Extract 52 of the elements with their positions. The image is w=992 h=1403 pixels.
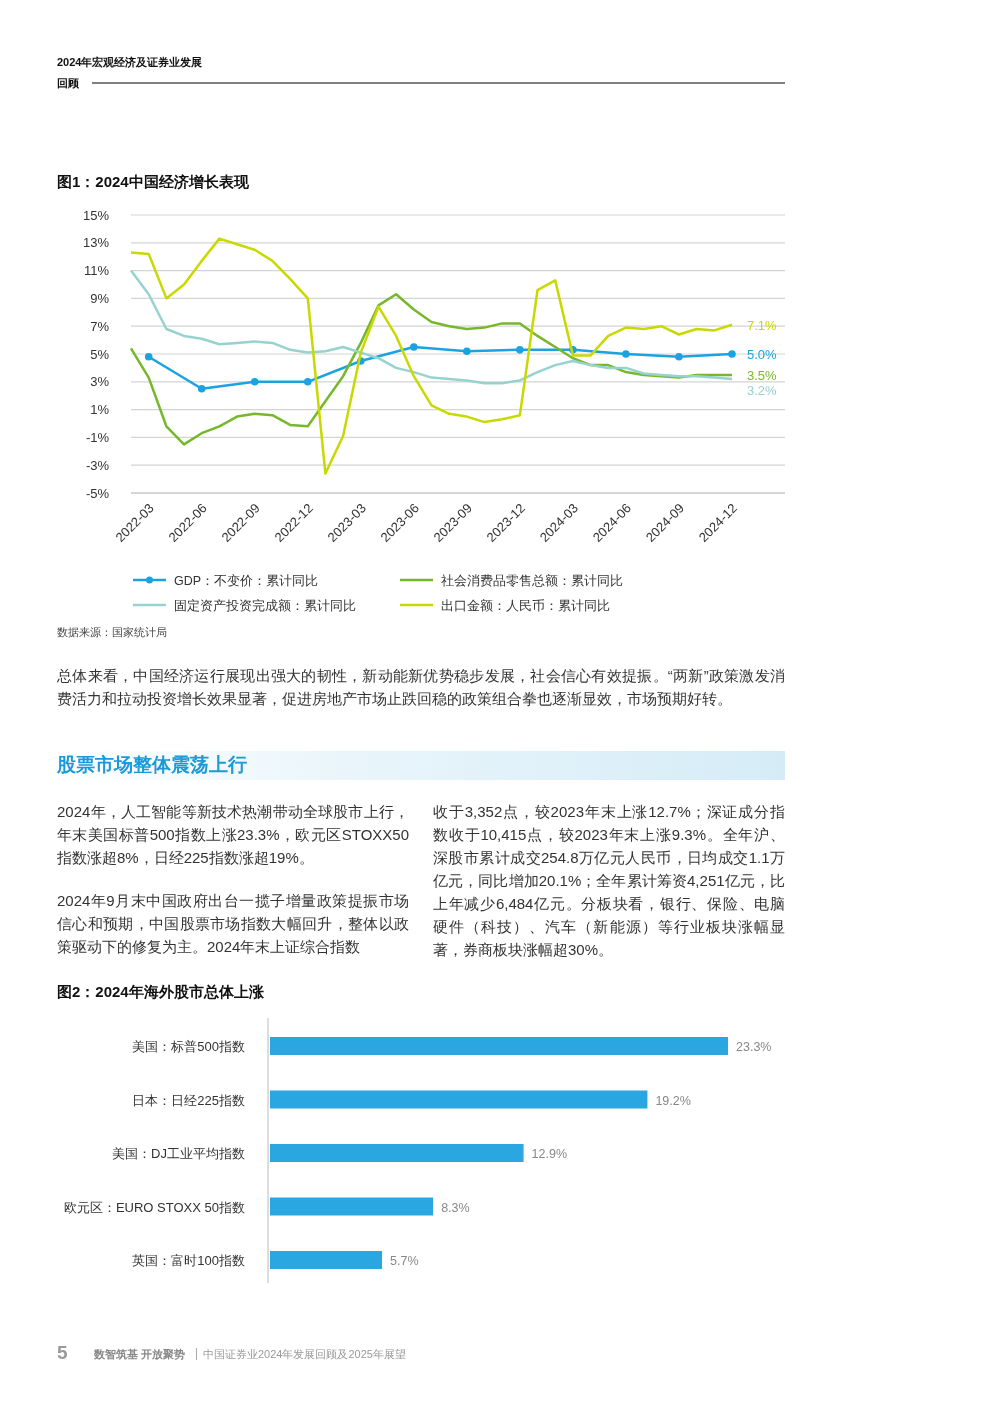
y-tick-label: -3% (85, 457, 110, 473)
point (463, 347, 471, 356)
y-tick-label: 13% (82, 235, 110, 251)
y-tick-label: 日本：日经225指数 (132, 1092, 245, 1108)
data-label: 23.3% (736, 1040, 772, 1054)
point (197, 384, 206, 393)
point (675, 352, 683, 361)
data-label: 12.9% (531, 1147, 568, 1161)
data-label: 7.1% (747, 317, 778, 333)
y-tick-label: 11% (83, 263, 110, 279)
point (622, 350, 630, 358)
point (303, 378, 312, 386)
y-tick-label: 5% (90, 346, 110, 362)
legend-label: 社会消费品零售总额：累计同比 (441, 573, 623, 588)
legend-label: GDP：不变价：累计同比 (174, 573, 319, 588)
y-tick-label: 3% (90, 374, 110, 390)
y-tick-label: 9% (90, 290, 110, 306)
y-tick-label: 欧元区：EURO STOXX 50指数 (63, 1199, 245, 1215)
y-tick-label: 15% (82, 207, 110, 223)
text: 收于3,352点，较2023年末上涨12.7%；深证成分指数收于10,415点，较2023年末上涨9.3%。全年沪、深股市累计成交254.8万亿元人民币，日均成交1.1万亿元，同比增加20.1%；全年累计筹资4,251亿元，比上年减少6,484亿元。分板块看，银行、保险、电脑硬件（科技）、汽车（新能源）等行业板块涨幅显著，券商板块涨幅超30%。 (433, 802, 785, 960)
chart-title: 图1：2024中国经济增长表现 (57, 173, 250, 190)
point (728, 350, 736, 358)
y-tick-label: -5% (85, 485, 110, 501)
data-label: 3.5% (747, 367, 778, 383)
data-label: 8.3% (441, 1200, 470, 1215)
data-label: 5.7% (390, 1254, 419, 1268)
y-tick-label: -1% (85, 429, 110, 445)
point (144, 352, 153, 361)
legend-label: 固定资产投资完成额：累计同比 (174, 597, 356, 613)
chart-title: 图2：2024年海外股市总体上涨 (57, 983, 265, 1000)
text: 2024年，人工智能等新技术热潮带动全球股市上行，年末美国标普500指数上涨23.3%，欧元区STOXX50指数涨超8%，日经225指数涨超19%。 (57, 802, 409, 868)
point (250, 378, 259, 386)
text: 2024年9月末中国政府出台一揽子增量政策提振市场信心和预期，中国股票市场指数大幅回升，整体以政策驱动下的修复为主。2024年末上证综合指数 (57, 891, 409, 957)
data-label: 19.2% (655, 1093, 691, 1108)
text: 数智筑基 开放聚势 (94, 1347, 186, 1362)
y-tick-label: 美国：标普500指数 (132, 1039, 245, 1054)
y-tick-label: 7% (90, 318, 110, 334)
legend-label: 出口金额：人民币：累计同比 (441, 598, 610, 613)
y-tick-label: 美国：DJ工业平均指数 (112, 1146, 245, 1161)
data-label: 5.0% (747, 347, 778, 362)
source-note: 数据来源：国家统计局 (57, 625, 167, 640)
text: 股票市场整体震荡上行 (57, 753, 247, 777)
y-tick-label: 英国：富时100指数 (132, 1253, 245, 1268)
text: 回顾 (57, 76, 79, 91)
text: 5 (57, 1342, 68, 1364)
text: 总体来看，中国经济运行展现出强大的韧性，新动能新优势稳步发展，社会信心有效提振。“两新”政策激发消费活力和拉动投资增长效果显著，促进房地产市场止跌回稳的政策组合拳也逐渐显效，市场预期好转。 (57, 666, 785, 709)
point (516, 346, 524, 354)
y-tick-label: 1% (90, 402, 110, 418)
data-label: 3.2% (747, 382, 778, 398)
point (410, 343, 418, 351)
text: 2024年宏观经济及证券业发展 (57, 55, 203, 70)
text: 中国证券业2024年发展回顾及2025年展望 (203, 1347, 406, 1362)
